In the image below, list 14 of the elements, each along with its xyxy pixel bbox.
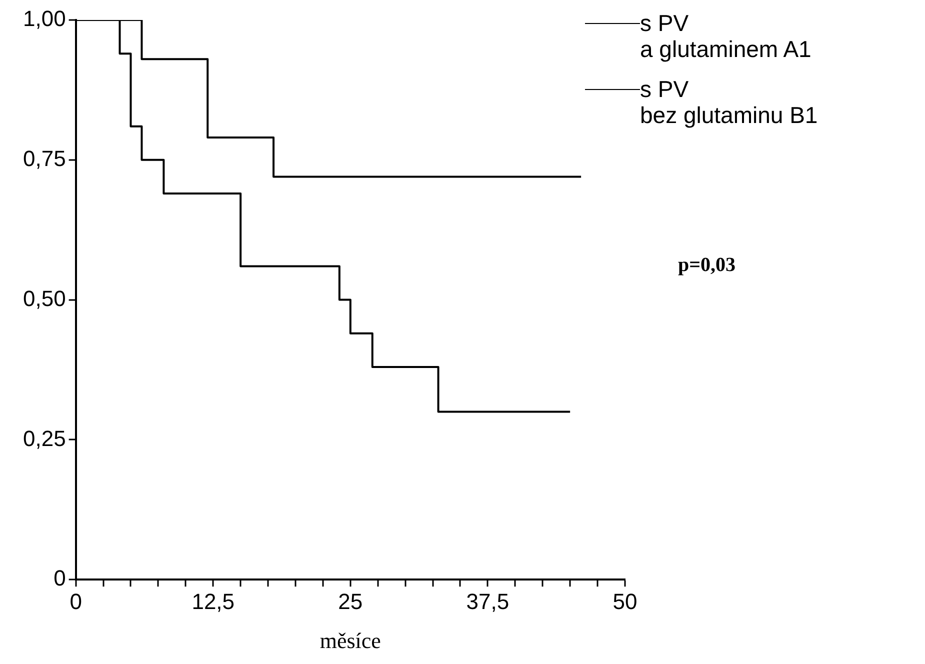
legend-label: s PV a glutaminem A1 <box>640 10 812 62</box>
x-tick-label: 25 <box>338 588 363 614</box>
x-tick-label: 0 <box>70 588 82 614</box>
y-tick-label: 0,50 <box>22 286 66 311</box>
y-tick-label: 0,75 <box>22 146 66 171</box>
x-tick-label: 12,5 <box>192 588 235 614</box>
y-tick-label: 0,25 <box>22 426 66 451</box>
x-tick-label: 50 <box>612 588 638 614</box>
legend-label: s PV bez glutaminu B1 <box>640 76 818 128</box>
text: p=0,03 <box>678 254 736 277</box>
x-tick-label: 37,5 <box>466 588 510 614</box>
x-axis-title: měsíce <box>320 628 381 654</box>
y-tick-label: 0 <box>54 566 66 591</box>
y-tick-label: 1,00 <box>22 6 66 32</box>
